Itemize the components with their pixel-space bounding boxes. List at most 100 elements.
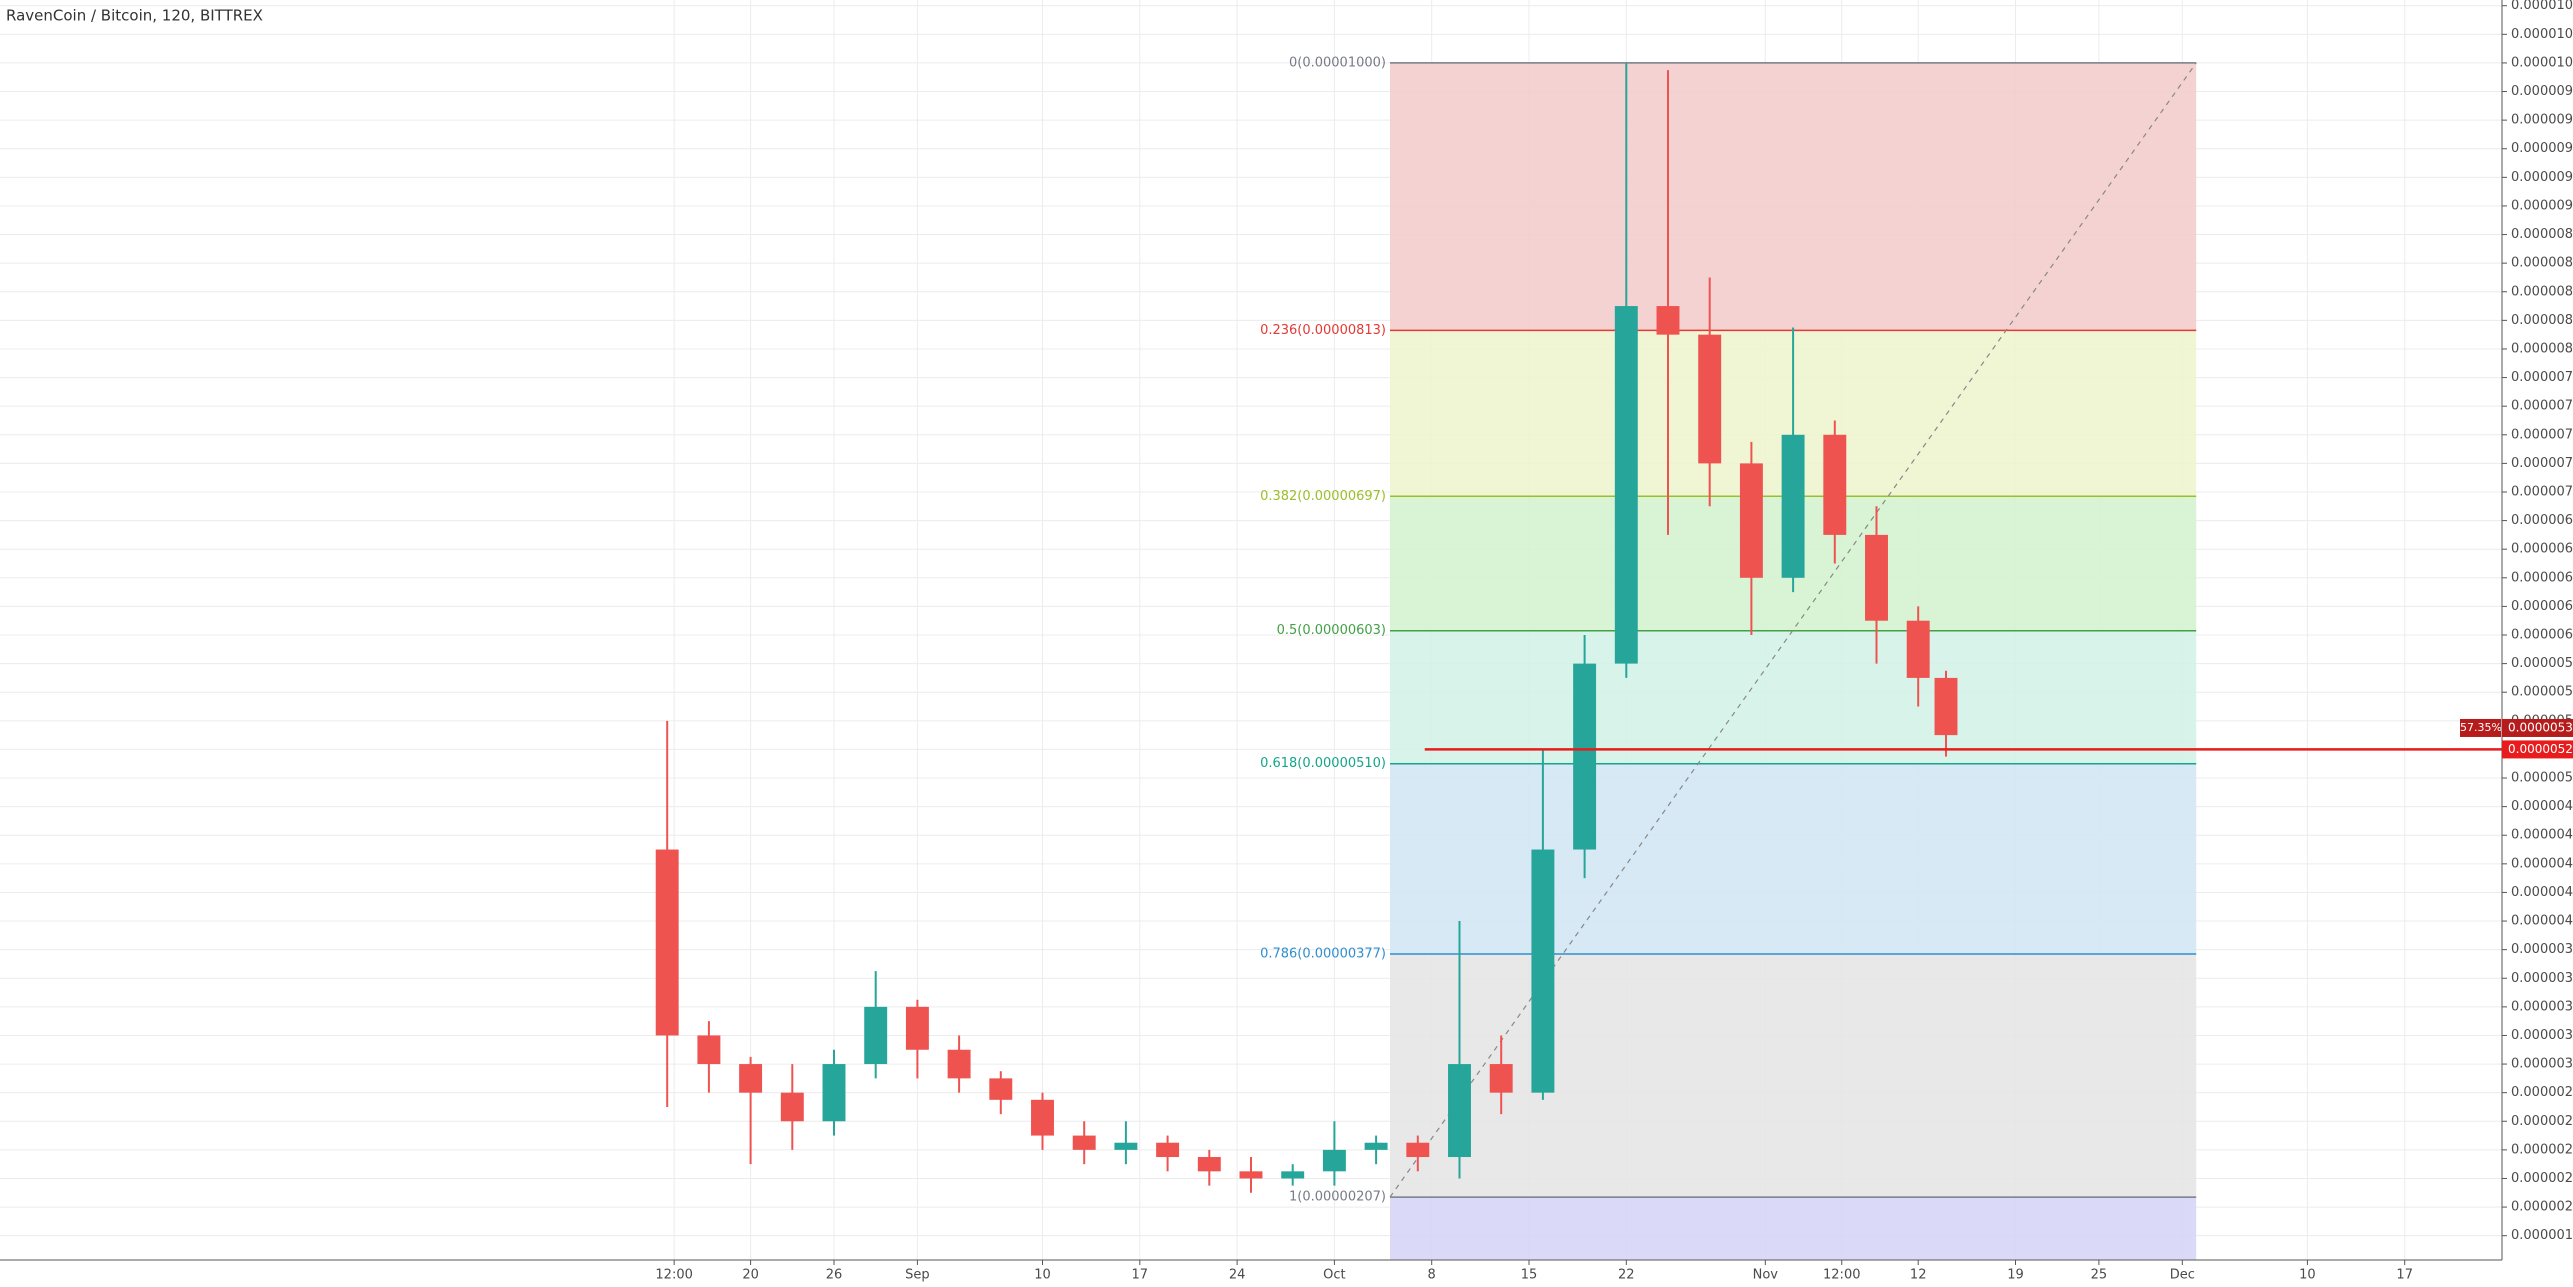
candle-body [697,1035,721,1065]
candle-body [1489,1064,1513,1093]
axes: 0.00000180 0.00000200 0.00000220 0.00000240… [655,0,2573,1283]
y-tick-label: 0.00000660 [2511,542,2573,557]
x-tick-label: 12 [1910,1268,1927,1283]
y-tick-label: 0.00000780 [2511,370,2573,385]
y-tick-label: 0.00000640 [2511,570,2573,585]
y-tick-label: 0.00000260 [2511,1114,2573,1129]
y-tick-label: 0.00000840 [2511,284,2573,299]
x-tick-label: 10 [2299,1268,2316,1283]
y-tick-label: 0.00000980 [2511,84,2573,99]
fib-level-label: 0(0.00001000) [1289,55,1386,70]
candle-body [1239,1171,1263,1179]
y-tick-label: 0.00000820 [2511,313,2573,328]
y-tick-label: 0.00000920 [2511,170,2573,185]
y-tick-label: 0.00000340 [2511,999,2573,1014]
y-tick-label: 0.00000300 [2511,1057,2573,1072]
candle-body [1934,677,1958,736]
price-label-box [2502,740,2573,759]
x-tick-label: Sep [905,1268,930,1283]
chart-title: RavenCoin / Bitcoin, 120, BITTREX [6,7,263,25]
candle-body [864,1006,888,1065]
x-tick-label: Nov [1753,1268,1779,1283]
y-tick-label: 0.00000740 [2511,427,2573,442]
candle-body [1531,849,1555,1093]
x-tick-label: 19 [2007,1268,2024,1283]
candle-body [1364,1142,1388,1150]
fib-level-label: 0.236(0.00000813) [1260,323,1386,338]
y-tick-label: 0.00000960 [2511,113,2573,128]
y-tick-label: 0.00000700 [2511,484,2573,499]
candle-body [1823,434,1847,535]
y-tick-label: 0.00000500 [2511,771,2573,786]
candle-body [1406,1142,1430,1158]
y-tick-label: 0.00000760 [2511,399,2573,414]
candle-body [1031,1099,1054,1136]
y-tick-label: 0.00000420 [2511,885,2573,900]
candle-body [1573,663,1597,850]
candle-body [1739,463,1763,578]
price-marker-box [2502,718,2573,737]
fib-retracement: 0(0.00001000) 0.236(0.00000813) 0.382(0.00… [1260,55,2197,1260]
y-tick-label: 0.00000600 [2511,628,2573,643]
candle-body [1322,1149,1346,1172]
y-tick-label: 0.00000900 [2511,198,2573,213]
x-tick-label: 12:00 [1823,1268,1860,1283]
x-tick-label: Oct [1323,1268,1345,1283]
y-tick-label: 0.00000480 [2511,799,2573,814]
fib-trend-line [1389,62,2197,1198]
x-tick-label: 8 [1428,1268,1436,1283]
y-tick-label: 0.00000400 [2511,914,2573,929]
candle-body [989,1078,1013,1100]
candle-body [1698,334,1722,464]
y-tick-label: 0.00000800 [2511,341,2573,356]
candle-body [1906,620,1930,678]
y-tick-label: 0.00001040 [2511,0,2573,13]
y-tick-label: 0.00000380 [2511,942,2573,957]
candle-body [1448,1064,1471,1158]
y-tick-label: 0.00000860 [2511,256,2573,271]
y-tick-label: 0.00000200 [2511,1200,2573,1215]
y-tick-label: 0.00000940 [2511,141,2573,156]
candle-body [1114,1142,1138,1150]
fib-band [1390,953,2197,1198]
y-tick-label: 0.00000320 [2511,1028,2573,1043]
fib-level-label: 0.382(0.00000697) [1260,489,1386,504]
candle-body [780,1092,804,1122]
fib-band [1390,763,2197,954]
candle-body [1281,1171,1305,1179]
y-tick-label: 0.00000720 [2511,456,2573,471]
candle-body [947,1049,971,1079]
candle-body [655,849,679,1036]
candle-body [739,1064,763,1093]
y-tick-label: 0.00000240 [2511,1142,2573,1157]
x-tick-label: 20 [742,1268,759,1283]
x-tick-label: 22 [1618,1268,1635,1283]
candles [655,62,1958,1193]
candle-body [1781,434,1805,578]
y-tick-label: 0.00000460 [2511,828,2573,843]
x-tick-label: 17 [1132,1268,1149,1283]
x-tick-label: 25 [2091,1268,2108,1283]
candle-body [1156,1142,1180,1158]
fib-band [1390,62,2197,331]
y-tick-label: 0.00000620 [2511,599,2573,614]
candle-body [1865,534,1888,621]
fib-band [1390,1197,2197,1260]
x-tick-label: 26 [826,1268,843,1283]
y-tick-label: 0.00000880 [2511,227,2573,242]
y-tick-label: 0.00000680 [2511,513,2573,528]
fib-band [1390,630,2197,764]
y-tick-label: 0.00001000 [2511,55,2573,70]
candle-body [822,1064,846,1122]
candle-body [905,1006,929,1050]
fib-level-label: 0.786(0.00000377) [1260,946,1386,961]
y-tick-label: 0.00000280 [2511,1085,2573,1100]
y-tick-label: 0.00000360 [2511,971,2573,986]
fib-level-label: 0.5(0.00000603) [1277,623,1386,638]
x-tick-label: 17 [2396,1268,2413,1283]
fib-level-label: 1(0.00000207) [1289,1190,1386,1205]
x-tick-label: 10 [1034,1268,1051,1283]
